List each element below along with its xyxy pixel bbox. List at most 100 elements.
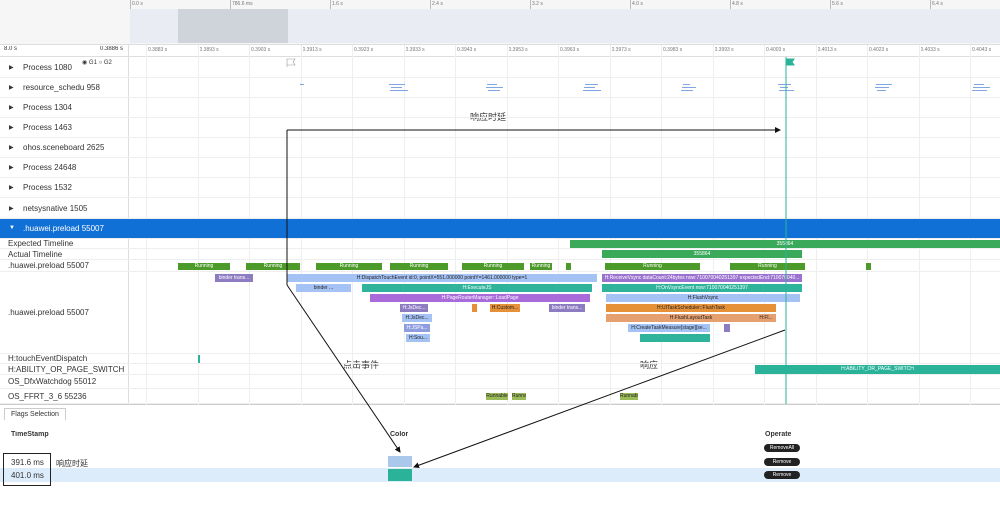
ruler-tick-label: 0.3983 s [663,47,683,53]
annotation: 响应 [640,360,659,370]
slice: Running [605,263,700,270]
trace-mark [681,90,693,91]
row-label: Process 1463 [23,123,72,132]
slice: H:Sou... [406,334,430,342]
arrow [286,284,401,453]
flag [785,58,795,67]
track-row [0,389,1000,404]
header: Operate [765,431,792,438]
expand-toggle: ▶ [9,165,14,171]
overview-tick [330,0,331,9]
slice: Running [462,263,524,270]
overview-tick [930,0,931,9]
track-row [0,98,1000,118]
track-row [0,78,1000,98]
expand-toggle: ▶ [9,65,14,71]
remove-all-button[interactable]: RemoveAll [764,444,800,452]
row-label: OS_DfxWatchdog 55012 [8,377,97,386]
trace-mark [488,90,500,91]
trace-mark [589,90,601,91]
overview-tick [830,0,831,9]
flag-row-highlight [0,468,1000,482]
ruler-tick-label: 0.3953 s [508,47,528,53]
remove-button[interactable]: Remove [764,471,800,479]
trace-mark [782,90,794,91]
annotation: 点击事件 [343,360,380,370]
expand-toggle: ▶ [9,105,14,111]
trace-mark [588,84,598,85]
trace-mark [583,90,592,91]
slice-block [566,263,571,270]
track-row [0,249,1000,260]
slice: H:JSPa... [404,324,430,332]
trace-mark [779,90,785,91]
row-label: resource_schedu 958 [23,83,100,92]
track-row [0,219,1000,239]
slice: Runnable [512,393,526,400]
overview-tick-label: 786.6 ms [232,1,253,7]
slice: 355864 [570,240,1000,248]
slice: Running [246,263,300,270]
ruler-tick-label: 0.3923 s [354,47,374,53]
track-row [0,272,1000,354]
trace-mark [877,90,886,91]
slice: H:FlushVsync [606,294,800,302]
slice: Running [730,263,805,270]
timestamp: 401.0 ms [11,471,44,480]
track-row [0,58,1000,78]
slice: H:FlushLayoutTask [606,314,776,322]
expand-toggle: ▶ [9,125,14,131]
arrow [413,329,786,469]
slice-block [472,304,477,312]
track-row [0,158,1000,178]
ruler-tick-label: 0.3993 s [714,47,734,53]
trace-mark [878,87,889,88]
slice: H:CreateTaskMeasure[stage][se... [628,324,710,332]
overview-tick-label: 6.4 s [932,1,943,7]
trace-mark [300,84,304,85]
slice: binder ... [296,284,351,292]
ruler-tick-label: 0.3913 s [302,47,322,53]
ruler-tick-label: 0.3963 s [560,47,580,53]
expand-toggle: ▶ [9,205,14,212]
trace-mark [882,84,892,85]
trace-mark [390,90,399,91]
slice: binder trans... [549,304,585,312]
slice-block [640,334,710,342]
group-radio[interactable]: ◉ G1 ○ G2 [82,60,112,66]
ruler [0,45,1000,57]
trace-mark [486,87,494,88]
trace-mark [682,87,687,88]
remove-button[interactable]: Remove [764,458,800,466]
row-label: .huawei.preload 55007 [8,261,89,270]
overview-tick [730,0,731,9]
header: Color [390,431,409,438]
expand-toggle: ▶ [9,185,14,191]
overview-selection [178,9,288,43]
trace-mark [683,84,690,85]
row-label: H:touchEventDispatch [8,354,88,363]
slice: H:JsDec... [402,314,432,322]
track-row [0,138,1000,158]
color-swatch[interactable] [388,456,412,467]
timestamp-box [3,453,51,486]
ruler-tick-label: 0.4043 s [972,47,992,53]
track-row [0,198,1000,219]
trace-mark [396,90,408,91]
ruler-tick-label: 0.3893 s [199,47,219,53]
row-label: Process 1304 [23,103,72,112]
flag-note[interactable]: 响应时延 [56,459,88,468]
header: TimeStamp [11,431,49,438]
range-start: 8.0 s [4,46,18,52]
row-label: netsysnative 1505 [23,203,88,213]
slice-block [866,263,871,270]
trace-mark [972,90,978,91]
row-label: Expected Timeline [8,239,74,248]
overview-tick-label: 0.0 s [132,1,143,7]
tab[interactable]: Flags Selection [4,408,66,420]
color-swatch[interactable] [388,469,412,481]
trace-mark [492,87,503,88]
trace-mark [974,84,984,85]
slice: Running [530,263,552,270]
